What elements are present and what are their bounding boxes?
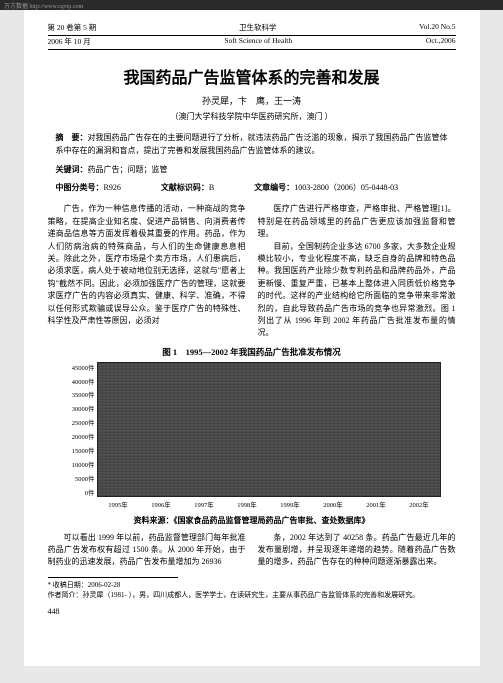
figure-source: 资料来源：《国家食品药品监督管理局药品广告审批、查处数据库》	[48, 515, 456, 526]
lower-body: 可以看出 1999 年以前，药品监督管理部门每年批准药品广告发布权有超过 150…	[48, 532, 456, 569]
journal-page: 第 20 卷第 5 期 卫生软科学 Vol.20 No.5 2006 年 10 …	[24, 10, 480, 666]
lower-right-para: 条，2002 年达到了 40258 条。药品广告最近几年的发布量剧增，并呈现逐年…	[258, 532, 456, 569]
doccode: 文献标识码：B	[161, 182, 234, 193]
xtick: 2000年	[323, 499, 343, 509]
ytick: 45000件	[72, 362, 95, 372]
body-right-col: 医疗广告进行严格审查，严格审批、严格管理[1]。特别是在药品领域里的药品广告更应…	[258, 203, 456, 339]
journal-name-cn: 卫生软科学	[239, 22, 277, 33]
ytick: 30000件	[72, 403, 95, 413]
ytick: 15000件	[72, 445, 95, 455]
lower-left-para: 可以看出 1999 年以前，药品监督管理部门每年批准药品广告发布权有超过 150…	[48, 532, 246, 569]
volume-issue-en: Vol.20 No.5	[419, 22, 455, 31]
abstract-text: 对我国药品广告存在的主要问题进行了分析，就违法药品广告泛滥的现象，揭示了我国药品…	[56, 133, 448, 155]
x-axis: 1995年 1996年 1997年 1998年 1999年 2000年 2001…	[97, 497, 441, 509]
xtick: 2001年	[366, 499, 386, 509]
footnote-divider	[48, 577, 178, 578]
journal-header-row2: 2006 年 10 月 Soft Science of Health Oct.,…	[48, 36, 456, 50]
date-en: Oct.,2006	[426, 36, 456, 47]
journal-name-en: Soft Science of Health	[224, 36, 292, 47]
clc: 中图分类号：R926	[56, 182, 141, 193]
header-center: 卫生软科学	[239, 22, 277, 33]
received-date: * 收稿日期：2006-02-28	[48, 580, 456, 591]
author-info: 作者简介：孙灵犀（1981- ），男，四川成都人，医学学士，在读研究生，主要从事…	[48, 590, 456, 601]
lower-right-col: 条，2002 年达到了 40258 条。药品广告最近几年的发布量剧增，并呈现逐年…	[258, 532, 456, 569]
volume-issue: 第 20 卷第 5 期	[48, 22, 97, 33]
footnotes: * 收稿日期：2006-02-28 作者简介：孙灵犀（1981- ），男，四川成…	[48, 580, 456, 601]
body-left-para: 广告，作为一种信息传播的活动，一种商战的竞争策略，在提高企业知名度、促进产品销售…	[48, 203, 246, 327]
xtick: 1995年	[108, 499, 128, 509]
authors: 孙灵犀，卞 鹰，王一涛	[48, 94, 456, 107]
header-right: Vol.20 No.5	[419, 22, 455, 33]
figure-caption: 图 1 1995—2002 年我国药品广告批准发布情况	[48, 346, 456, 358]
affiliation: （澳门大学科技学院中华医药研究所，澳门 ）	[48, 111, 456, 122]
abstract: 摘 要：对我国药品广告存在的主要问题进行了分析，就违法药品广告泛滥的现象，揭示了…	[56, 132, 448, 158]
page-number: 448	[48, 607, 456, 616]
browser-top-bar: 万方数据 http://www.cqvip.com	[0, 0, 503, 10]
xtick: 2002年	[409, 499, 429, 509]
xtick: 1999年	[280, 499, 300, 509]
chart: 45000件 40000件 35000件 30000件 25000件 20000…	[63, 362, 441, 509]
ytick: 20000件	[72, 431, 95, 441]
date-cn: 2006 年 10 月	[48, 36, 91, 47]
articleid: 文章编号：1003-2800（2006）05-0448-03	[254, 182, 418, 193]
body-text: 广告，作为一种信息传播的活动，一种商战的竞争策略，在提高企业知名度、促进产品销售…	[48, 203, 456, 339]
chart-plot-area	[97, 362, 441, 497]
ytick: 5000件	[75, 473, 95, 483]
header-left: 第 20 卷第 5 期	[48, 22, 97, 33]
xtick: 1998年	[237, 499, 257, 509]
article-title: 我国药品广告监管体系的完善和发展	[48, 64, 456, 88]
xtick: 1996年	[151, 499, 171, 509]
y-axis: 45000件 40000件 35000件 30000件 25000件 20000…	[63, 362, 97, 497]
keywords-label: 关键词：	[56, 165, 88, 174]
keywords: 关键词：药品广告；问题；监管	[56, 164, 448, 177]
xtick: 1997年	[194, 499, 214, 509]
ytick: 35000件	[72, 389, 95, 399]
ytick: 40000件	[72, 376, 95, 386]
chart-body: 45000件 40000件 35000件 30000件 25000件 20000…	[63, 362, 441, 497]
body-right-para1: 医疗广告进行严格审查，严格审批、严格管理[1]。特别是在药品领域里的药品广告更应…	[258, 203, 456, 240]
ytick: 0件	[85, 487, 95, 497]
ytick: 10000件	[72, 459, 95, 469]
meta-row: 中图分类号：R926 文献标识码：B 文章编号：1003-2800（2006）0…	[56, 182, 448, 193]
topbar-text: 万方数据 http://www.cqvip.com	[4, 4, 83, 10]
ytick: 25000件	[72, 417, 95, 427]
keywords-text: 药品广告；问题；监管	[88, 165, 168, 174]
body-right-para2: 目前，全国制药企业多达 6700 多家，大多数企业规模比较小，专业化程度不高，缺…	[258, 241, 456, 340]
lower-left-col: 可以看出 1999 年以前，药品监督管理部门每年批准药品广告发布权有超过 150…	[48, 532, 246, 569]
abstract-label: 摘 要：	[56, 133, 88, 142]
journal-header: 第 20 卷第 5 期 卫生软科学 Vol.20 No.5	[48, 22, 456, 36]
body-left-col: 广告，作为一种信息传播的活动，一种商战的竞争策略，在提高企业知名度、促进产品销售…	[48, 203, 246, 339]
